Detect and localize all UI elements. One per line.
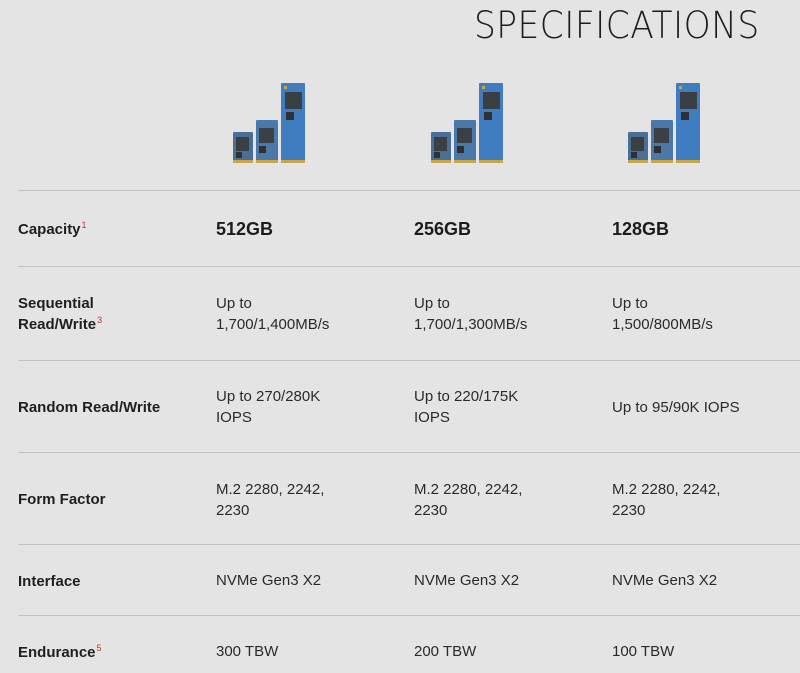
footnote-marker: 1 bbox=[81, 220, 87, 230]
row-divider bbox=[18, 190, 800, 191]
row-label-endurance: Endurance5 bbox=[18, 643, 102, 662]
row-label-form-factor: Form Factor bbox=[18, 491, 106, 508]
row-label-capacity: Capacity1 bbox=[18, 220, 87, 239]
row-label-random-read-write: Random Read/Write bbox=[18, 399, 161, 416]
footnote-marker: 3 bbox=[97, 315, 103, 325]
interface-value: NVMe Gen3 X2 bbox=[612, 572, 718, 589]
sequential-value: Up to 1,700/1,400MB/s bbox=[216, 295, 330, 333]
interface-value: NVMe Gen3 X2 bbox=[414, 572, 520, 589]
capacity-value: 512GB bbox=[216, 219, 274, 239]
random-value: Up to 220/175K IOPS bbox=[414, 388, 519, 426]
ssd-modules-image bbox=[233, 83, 305, 163]
sequential-value: Up to 1,700/1,300MB/s bbox=[414, 295, 528, 333]
endurance-value: 100 TBW bbox=[612, 643, 675, 660]
random-value: Up to 95/90K IOPS bbox=[612, 399, 740, 416]
sequential-value: Up to 1,500/800MB/s bbox=[612, 295, 713, 333]
form-factor-value: M.2 2280, 2242, 2230 bbox=[216, 481, 325, 519]
ssd-modules-image bbox=[628, 83, 700, 163]
row-divider bbox=[18, 266, 800, 267]
interface-value: NVMe Gen3 X2 bbox=[216, 572, 322, 589]
row-label-sequential-read-write: Sequential Read/Write3 bbox=[18, 295, 103, 333]
form-factor-value: M.2 2280, 2242, 2230 bbox=[414, 481, 523, 519]
form-factor-value: M.2 2280, 2242, 2230 bbox=[612, 481, 721, 519]
row-divider bbox=[18, 360, 800, 361]
capacity-value: 256GB bbox=[414, 219, 472, 239]
capacity-value: 128GB bbox=[612, 219, 670, 239]
footnote-marker: 5 bbox=[96, 643, 102, 653]
endurance-value: 300 TBW bbox=[216, 643, 279, 660]
page-title: SPECIFICATIONS bbox=[474, 4, 760, 47]
random-value: Up to 270/280K IOPS bbox=[216, 388, 321, 426]
row-label-interface: Interface bbox=[18, 573, 81, 590]
row-divider bbox=[18, 544, 800, 545]
row-divider bbox=[18, 452, 800, 453]
ssd-modules-image bbox=[431, 83, 503, 163]
endurance-value: 200 TBW bbox=[414, 643, 477, 660]
row-divider bbox=[18, 615, 800, 616]
